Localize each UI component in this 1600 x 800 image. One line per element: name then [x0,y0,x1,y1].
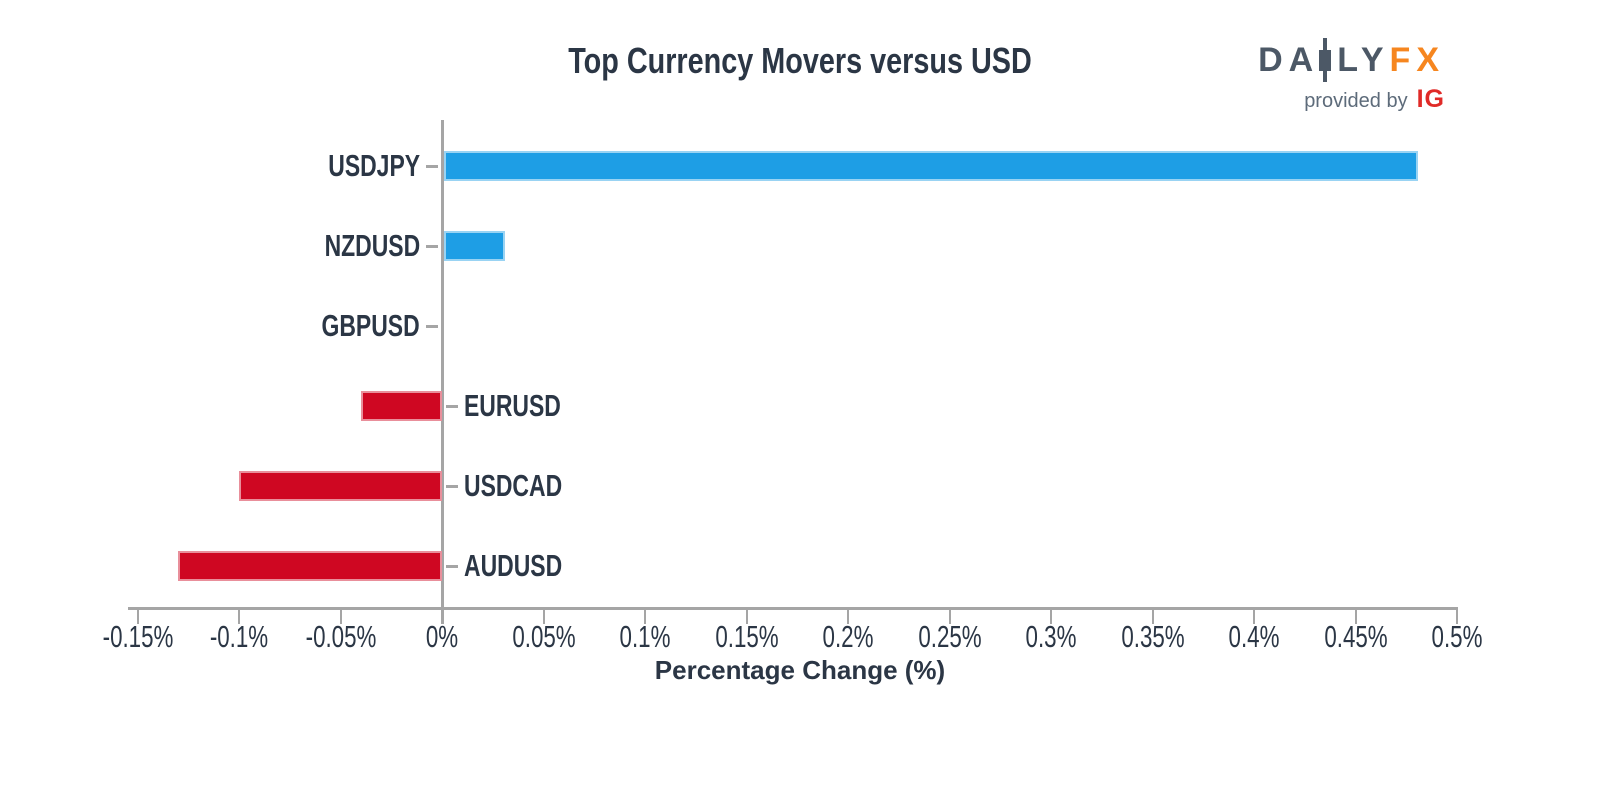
x-tick-label: 0.3% [1025,619,1077,654]
x-tick-label: 0.15% [714,619,779,654]
y-tick [446,485,458,488]
candle-body [1319,50,1332,71]
bar-nzdusd [444,231,505,261]
x-tick-label: 0.5% [1431,619,1483,654]
category-label-usdjpy: USDJPY [328,148,420,183]
category-label-audusd: AUDUSD [464,548,563,583]
x-tick-label: 0% [425,619,459,654]
y-tick [446,405,458,408]
category-label-usdcad: USDCAD [464,468,563,503]
ig-logo: IG [1416,85,1445,113]
x-tick [339,610,342,624]
x-tick [1456,610,1458,624]
x-tick [238,610,240,624]
logo-tagline-text: provided by [1304,90,1408,112]
bar-audusd [178,551,442,581]
x-tick-label: -0.15% [102,619,173,654]
logo-text-ly: LY [1337,40,1390,79]
x-tick [948,610,951,624]
x-tick [1253,610,1255,624]
x-tick [1151,610,1154,624]
x-tick-label: 0.2% [822,619,874,654]
logo-tagline: provided by IG [1258,85,1445,114]
x-axis-label: Percentage Change (%) [654,655,946,685]
x-tick [136,610,139,624]
x-tick [542,610,545,624]
logo-text-da: DA [1258,40,1320,79]
x-tick [1050,610,1052,624]
dailyfx-wordmark: DA LY FX [1258,38,1445,82]
chart-title: Top Currency Movers versus USD [568,40,1032,81]
logo-text-fx: FX [1389,40,1445,79]
x-tick [1354,610,1357,624]
x-tick-label: 0.05% [511,619,576,654]
x-tick [847,610,849,624]
x-axis-line [128,607,1458,610]
x-tick [644,610,646,624]
x-tick-label: 0.25% [917,619,982,654]
bar-usdcad [239,471,442,501]
dailyfx-logo: DA LY FX provided by IG [1258,38,1445,114]
y-tick [446,565,458,568]
x-tick-label: 0.35% [1120,619,1185,654]
y-tick [426,245,438,248]
x-tick [745,610,748,624]
x-tick-label: 0.4% [1228,619,1280,654]
x-tick-label: 0.1% [619,619,671,654]
category-label-gbpusd: GBPUSD [321,308,420,343]
bar-eurusd [360,391,442,421]
x-tick-label: -0.05% [305,619,376,654]
y-tick [426,165,438,168]
zero-axis-line [441,120,444,624]
candlestick-icon [1319,38,1332,82]
x-tick-label: -0.1% [209,619,269,654]
x-tick-label: 0.45% [1323,619,1388,654]
category-label-eurusd: EURUSD [464,388,561,423]
y-tick [426,325,438,328]
bar-usdjpy [444,151,1419,181]
category-label-nzdusd: NZDUSD [324,228,420,263]
